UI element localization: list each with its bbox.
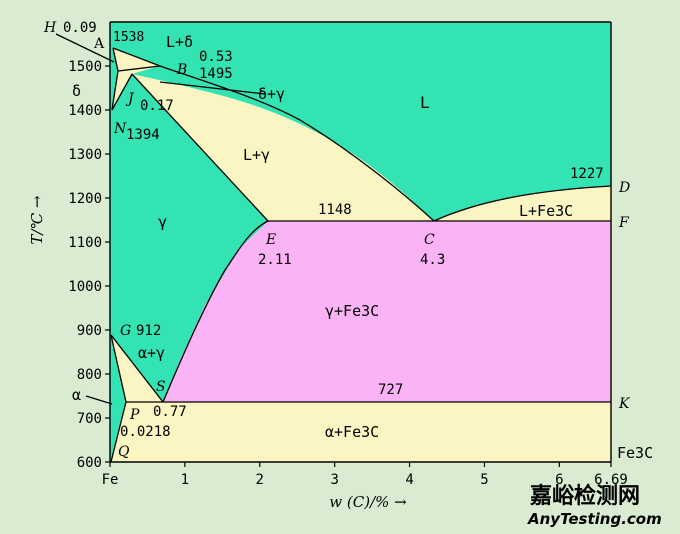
y-tick-label: 1100: [68, 235, 102, 251]
point-p-label: P: [129, 407, 140, 423]
point-a-label: A: [93, 36, 105, 52]
region-label-l-gamma: L+γ: [243, 146, 270, 164]
point-j-label: J: [125, 91, 135, 107]
y-tick-label: 1200: [68, 191, 102, 207]
y-tick-label: 1000: [68, 279, 102, 295]
alpha-pointer: [85, 395, 113, 405]
point-h-value: 0.09: [63, 20, 97, 36]
solidus-je: [131, 73, 269, 222]
region-labels: L L+δ δ+γ δ L+γ γ L+Fe3C γ+Fe3C α+γ α α+…: [72, 33, 653, 462]
x-axis-title: w (C)/% →: [329, 493, 407, 511]
line-hn: [111, 70, 119, 111]
delta-gamma-pointer: [159, 81, 266, 95]
x-tick-label: Fe: [102, 472, 119, 488]
region-alpha-fe3c: [111, 402, 611, 462]
region-label-delta: δ: [72, 82, 81, 100]
watermark-title: 嘉峪检测网: [530, 483, 640, 509]
point-s-value: 0.77: [153, 404, 187, 420]
x-tick-label: 6: [555, 472, 563, 488]
watermark-url: AnyTesting.com: [527, 510, 662, 528]
point-n-label: N: [113, 121, 127, 137]
region-label-gamma-fe3c: γ+Fe3C: [325, 302, 379, 320]
point-j-value: 0.17: [140, 98, 174, 114]
y-tick-label: 900: [77, 323, 102, 339]
y-tick-label: 1300: [68, 147, 102, 163]
region-gamma-fe3c: [163, 221, 611, 402]
eutectic-temp: 1148: [318, 202, 352, 218]
region-label-alpha-gamma: α+γ: [138, 344, 165, 362]
solidus-ah: [112, 47, 119, 72]
point-b-label: B: [176, 62, 187, 78]
liquidus-abc: [112, 47, 435, 222]
point-g-label: G: [120, 323, 131, 339]
axes: [109, 21, 612, 463]
point-h-label: H: [43, 20, 57, 36]
peritectic-line-hjb: [117, 65, 161, 72]
x-axis-ticks: Fe 1 2 3 4 5 6 6.69: [102, 462, 628, 488]
y-tick-label: 1500: [68, 59, 102, 75]
a3-line-gs: [110, 334, 164, 403]
point-labels: H 0.09 A 1538 B 0.53 1495 J 0.17 N 1394 …: [43, 20, 631, 460]
point-b-value: 0.53: [199, 49, 233, 65]
region-label-gamma: γ: [158, 213, 167, 231]
line-jn: [111, 73, 133, 111]
point-e-label: E: [265, 232, 276, 248]
point-p-value: 0.0218: [120, 424, 171, 440]
region-label-liquid: L: [420, 93, 430, 112]
x-tick-label: 5: [480, 472, 488, 488]
h-pointer: [55, 33, 115, 63]
d-temp: 1227: [570, 166, 604, 182]
watermark: 嘉峪检测网 AnyTesting.com: [527, 483, 662, 528]
x-tick-label: 2: [256, 472, 264, 488]
y-axis-ticks: 600 700 800 900 1000 1100 1200 1300 1400 1500: [68, 59, 110, 471]
y-axis-title: T/℃ →: [28, 195, 46, 245]
acm-line-es: [162, 220, 269, 403]
point-d-label: D: [618, 180, 630, 196]
y-tick-label: 700: [77, 411, 102, 427]
x-tick-label: 4: [405, 472, 413, 488]
temperature-labels: 1148 727 1227: [318, 166, 604, 398]
point-s-label: S: [156, 379, 166, 395]
region-l-gamma: [132, 74, 434, 221]
region-label-fe3c: Fe3C: [617, 444, 653, 462]
region-label-alpha-fe3c: α+Fe3C: [325, 423, 379, 441]
x-tick-label: 3: [330, 472, 338, 488]
point-f-label: F: [618, 215, 630, 231]
eutectoid-temp: 727: [378, 382, 403, 398]
y-tick-label: 600: [77, 455, 102, 471]
point-k-label: K: [618, 396, 631, 412]
region-label-l-fe3c: L+Fe3C: [519, 202, 573, 220]
phase-regions: [110, 22, 611, 462]
point-n-value: 1394: [126, 127, 160, 143]
point-b-temp: 1495: [199, 66, 233, 82]
point-a-value: 1538: [113, 30, 144, 45]
line-gp: [110, 334, 127, 403]
x-tick-label: 6.69: [594, 472, 628, 488]
point-c-label: C: [424, 232, 435, 248]
region-label-delta-gamma: δ+γ: [258, 85, 285, 103]
region-label-alpha: α: [72, 386, 81, 404]
x-tick-label: 1: [181, 472, 189, 488]
y-tick-label: 1400: [68, 103, 102, 119]
phase-lines: [55, 33, 612, 463]
point-e-value: 2.11: [258, 252, 292, 268]
point-g-value: 912: [136, 323, 161, 339]
liquidus-cd: [433, 185, 612, 222]
y-tick-label: 800: [77, 367, 102, 383]
region-label-l-delta: L+δ: [166, 33, 193, 51]
region-l-fe3c: [434, 186, 611, 221]
point-c-value: 4.3: [420, 252, 445, 268]
solvus-pq: [110, 401, 127, 463]
point-q-label: Q: [118, 444, 130, 460]
